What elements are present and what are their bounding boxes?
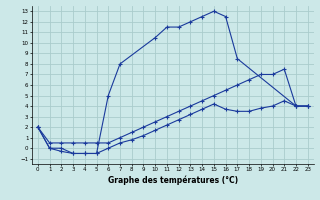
X-axis label: Graphe des températures (°C): Graphe des températures (°C): [108, 175, 238, 185]
